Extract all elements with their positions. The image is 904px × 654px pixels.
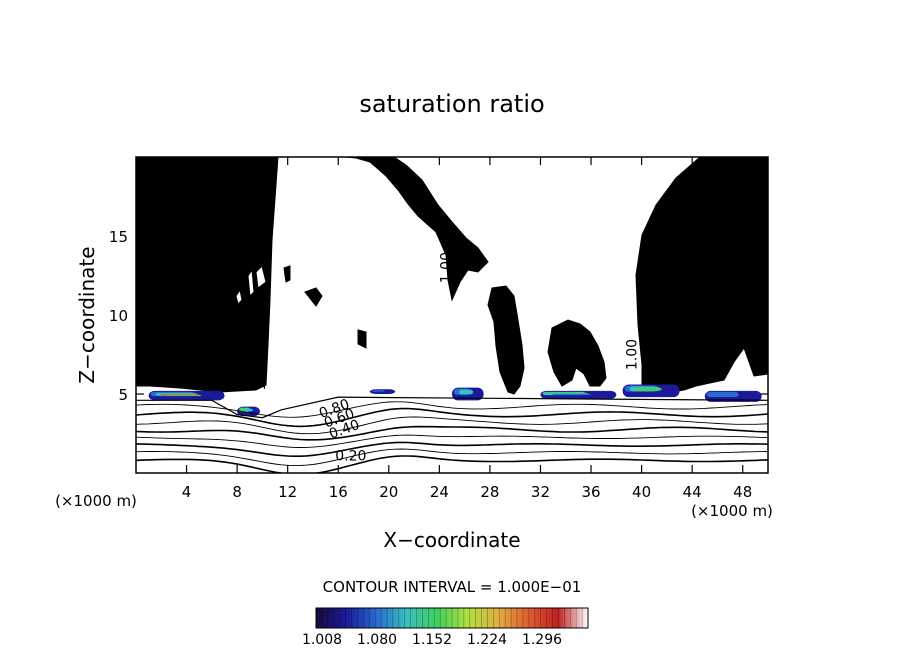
- colorbar-label: 1.224: [467, 632, 507, 648]
- contour-label: 1.00: [502, 347, 518, 378]
- colorbar-label: 1.152: [412, 632, 452, 648]
- x-tick-label: 20: [379, 483, 398, 501]
- contour-label: 1.00: [253, 359, 269, 390]
- colorbar-label: 1.008: [302, 632, 342, 648]
- x-tick-label: 8: [232, 483, 242, 501]
- x-axis-label: X−coordinate: [383, 528, 520, 552]
- x-tick-label: 24: [430, 483, 449, 501]
- band-blob-inner: [244, 408, 253, 412]
- contour-line: [136, 448, 768, 467]
- plot-area: 1.001.001.00 1.000.800.600.400.20: [136, 157, 768, 473]
- contour-label: 1.00: [625, 339, 641, 370]
- colorbar-labels: 1.008 1.080 1.152 1.224 1.296: [302, 632, 562, 648]
- band-blob-inner: [459, 389, 474, 395]
- band-blob-inner: [371, 390, 385, 392]
- colorbar-gradient: [315, 607, 589, 629]
- band-blob-inner: [706, 391, 739, 398]
- contour-label: 1.00: [439, 252, 455, 283]
- colorbar-label: 1.296: [522, 632, 562, 648]
- x-tick-label: 40: [632, 483, 651, 501]
- colorbar-ticks: [321, 608, 583, 628]
- contour-line: [136, 425, 768, 441]
- x-tick-label: 4: [182, 483, 192, 501]
- saturation-color-bands: [136, 384, 768, 419]
- contour-line: [136, 416, 768, 435]
- y-axis-ticks: 5 10 15: [109, 228, 768, 404]
- x-tick-label: 16: [329, 483, 348, 501]
- y-axis-label: Z−coordinate: [75, 246, 99, 383]
- x-axis-ticks: 4 8 12 16 20 24 28 32 36 40 44 48: [182, 157, 752, 501]
- contour-interval-label: CONTOUR INTERVAL = 1.000E−01: [323, 578, 582, 596]
- band-blob-inner: [165, 394, 202, 397]
- colorbar: 1.008 1.080 1.152 1.224 1.296: [302, 607, 589, 648]
- x-tick-label: 28: [480, 483, 499, 501]
- colorbar-label: 1.080: [357, 632, 397, 648]
- y-tick-label: 5: [118, 386, 128, 404]
- contour-label: 0.20: [335, 448, 366, 464]
- contour-line: [136, 434, 768, 448]
- y-tick-label: 10: [109, 307, 128, 325]
- band-blob-inner: [634, 387, 662, 391]
- x-tick-label: 32: [531, 483, 550, 501]
- chart-title: saturation ratio: [359, 90, 544, 118]
- y-axis-unit: (×1000 m): [691, 502, 773, 520]
- x-tick-label: 44: [683, 483, 702, 501]
- contour-line: [136, 441, 768, 458]
- x-tick-label: 36: [581, 483, 600, 501]
- y-tick-label: 15: [109, 228, 128, 246]
- contour-line: [136, 401, 768, 418]
- band-blob-inner: [552, 393, 591, 396]
- cloud-base-contour: [136, 396, 768, 419]
- contour-line: [136, 407, 768, 428]
- x-axis-unit: (×1000 m): [55, 492, 137, 510]
- contour-lines: [136, 401, 768, 473]
- contour-line: [136, 455, 768, 473]
- x-tick-label: 12: [278, 483, 297, 501]
- x-tick-label: 48: [733, 483, 752, 501]
